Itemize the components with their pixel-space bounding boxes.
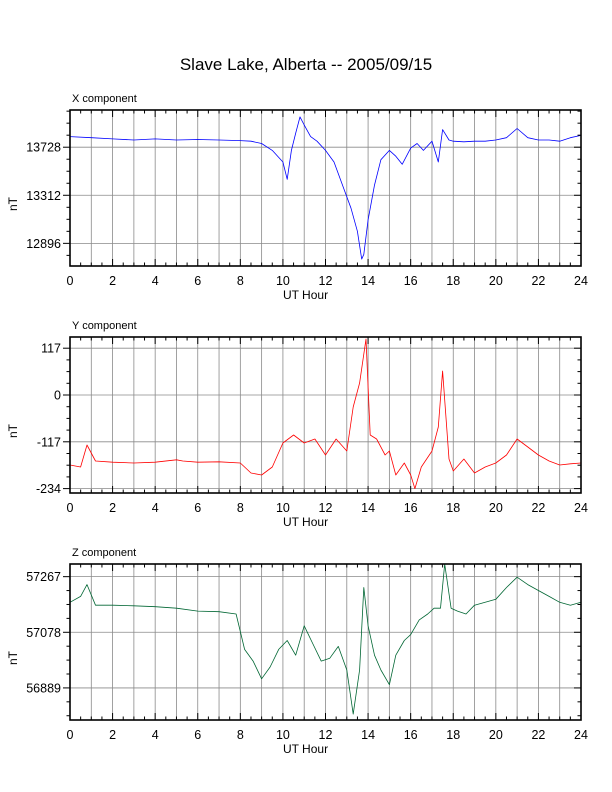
- x-tick-label: 22: [531, 274, 545, 288]
- x-tick-label: 24: [574, 501, 588, 515]
- x-tick-label: 6: [194, 501, 201, 515]
- x-tick-label: 16: [404, 728, 418, 742]
- x-tick-label: 12: [319, 728, 333, 742]
- x-tick-label: 0: [67, 274, 74, 288]
- x-axis-title: UT Hour: [283, 742, 328, 756]
- x-tick-label: 2: [109, 274, 116, 288]
- x-axis-title: UT Hour: [283, 288, 328, 302]
- y-tick-label: -234: [36, 482, 61, 496]
- y-tick-label: 117: [41, 342, 61, 356]
- x-tick-label: 14: [361, 728, 375, 742]
- x-tick-label: 22: [531, 501, 545, 515]
- x-tick-label: 18: [446, 501, 460, 515]
- x-tick-label: 16: [404, 274, 418, 288]
- x-tick-label: 10: [276, 728, 290, 742]
- x-tick-label: 22: [531, 728, 545, 742]
- data-line: [69, 116, 582, 260]
- panel-label: Y component: [72, 320, 137, 332]
- panel-label: X component: [72, 93, 137, 105]
- y-tick-label: -117: [37, 435, 61, 449]
- y-tick-label: 13728: [26, 141, 61, 155]
- x-tick-label: 10: [276, 274, 290, 288]
- x-tick-label: 12: [319, 501, 333, 515]
- y-axis-title: nT: [6, 196, 20, 211]
- y-tick-label: 57078: [26, 626, 61, 640]
- y-tick-label: 57267: [26, 570, 61, 584]
- x-tick-label: 18: [446, 274, 460, 288]
- x-tick-label: 6: [194, 274, 201, 288]
- x-tick-label: 20: [489, 501, 503, 515]
- x-tick-label: 24: [574, 274, 588, 288]
- x-tick-label: 18: [446, 728, 460, 742]
- x-tick-label: 2: [109, 728, 116, 742]
- x-tick-label: 0: [67, 728, 74, 742]
- data-line: [69, 563, 582, 715]
- x-axis-title: UT Hour: [283, 515, 328, 529]
- y-axis-title: nT: [6, 650, 20, 665]
- x-tick-label: 20: [489, 728, 503, 742]
- x-tick-label: 8: [237, 274, 244, 288]
- y-tick-label: 0: [54, 389, 61, 403]
- x-tick-label: 20: [489, 274, 503, 288]
- x-tick-label: 24: [574, 728, 588, 742]
- y-tick-label: 12896: [26, 237, 61, 251]
- panel-label: Z component: [72, 547, 136, 559]
- x-tick-label: 2: [109, 501, 116, 515]
- x-tick-label: 8: [237, 728, 244, 742]
- x-tick-label: 14: [361, 274, 375, 288]
- x-tick-label: 14: [361, 501, 375, 515]
- x-tick-label: 0: [67, 501, 74, 515]
- x-tick-label: 8: [237, 501, 244, 515]
- x-tick-label: 10: [276, 501, 290, 515]
- y-axis-title: nT: [6, 423, 20, 438]
- page-title: Slave Lake, Alberta -- 2005/09/15: [179, 55, 433, 74]
- x-tick-label: 16: [404, 501, 418, 515]
- x-tick-label: 6: [194, 728, 201, 742]
- x-tick-label: 4: [152, 501, 159, 515]
- x-tick-label: 4: [152, 728, 159, 742]
- data-line: [69, 338, 582, 490]
- x-tick-label: 4: [152, 274, 159, 288]
- y-tick-label: 56889: [26, 681, 61, 695]
- x-tick-label: 12: [319, 274, 333, 288]
- y-tick-label: 13312: [26, 189, 61, 203]
